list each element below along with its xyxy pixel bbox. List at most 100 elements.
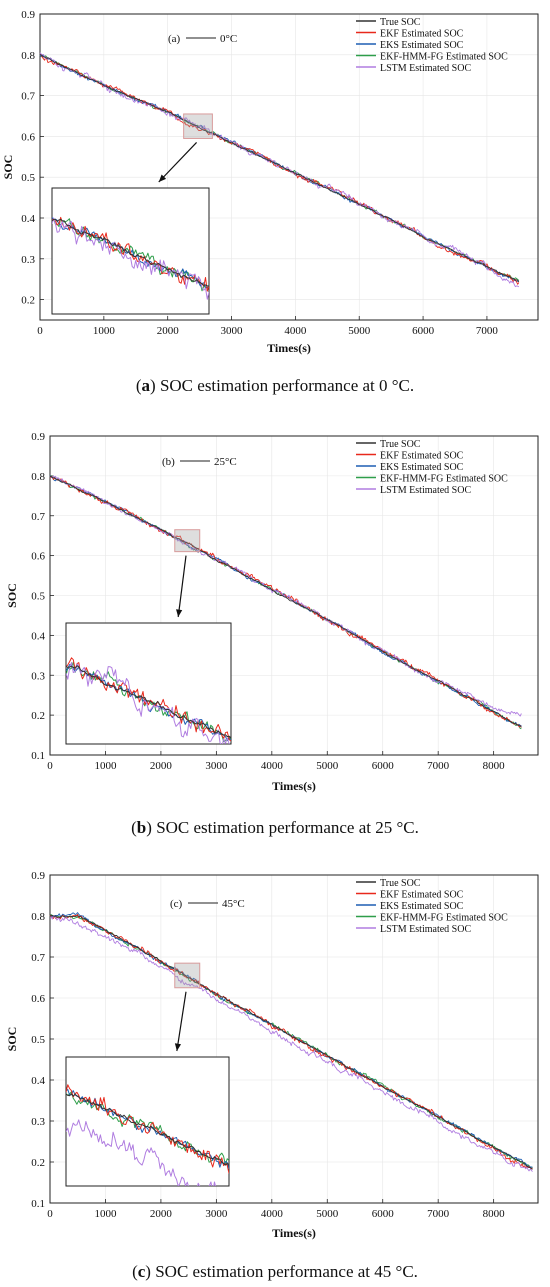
x-tick-label: 4000 <box>284 325 307 337</box>
plot-frame <box>39 13 539 321</box>
x-tick-label: 8000 <box>483 1208 506 1220</box>
legend-label: LSTM Estimated SOC <box>380 485 471 496</box>
zoom-window <box>183 113 213 139</box>
legend-label: LSTM Estimated SOC <box>380 924 471 935</box>
panel-label: (a) <box>168 33 181 45</box>
legend-label: EKS Estimated SOC <box>380 462 464 473</box>
x-tick-label: 1000 <box>93 325 116 337</box>
x-tick-label: 3000 <box>205 760 228 772</box>
panel-label: (c) <box>170 898 183 910</box>
y-tick-label: 0.6 <box>31 993 45 1005</box>
y-tick-label: 0.8 <box>21 50 35 62</box>
legend-label: EKF Estimated SOC <box>380 29 464 40</box>
caption-text: SOC estimation performance at 25 °C. <box>156 818 419 837</box>
y-tick-label: 0.1 <box>31 750 45 762</box>
inset-series-line-1 <box>66 1084 229 1174</box>
y-axis-label: SOC <box>5 583 19 608</box>
y-tick-label: 0.3 <box>21 254 35 266</box>
x-axis-label: Times(s) <box>272 1226 316 1240</box>
x-tick-label: 0 <box>47 760 53 772</box>
y-axis-label: SOC <box>5 1027 19 1052</box>
y-tick-label: 0.2 <box>31 1157 45 1169</box>
series-line-0 <box>39 54 520 283</box>
legend-label: True SOC <box>380 17 421 28</box>
x-axis-label: Times(s) <box>272 779 316 793</box>
x-tick-label: 2000 <box>150 760 173 772</box>
zoom-window <box>174 962 201 989</box>
series-group <box>39 52 520 288</box>
y-tick-label: 0.3 <box>31 1116 45 1128</box>
x-tick-label: 1000 <box>94 1208 117 1220</box>
panel-label: (b) <box>162 456 175 468</box>
x-tick-label: 4000 <box>261 1208 284 1220</box>
y-tick-label: 0.7 <box>21 91 35 103</box>
y-tick-label: 0.6 <box>21 131 35 143</box>
soc-chart-b: 0 1000 2000 3000 4000 5000 6000 7000 8000 0.1 0.2 0… <box>5 431 539 793</box>
x-tick-label: 7000 <box>427 760 450 772</box>
y-tick-label: 0.6 <box>31 551 45 563</box>
x-tick-label: 3000 <box>221 325 244 337</box>
caption-a: (a) SOC estimation performance at 0 °C. <box>135 376 415 395</box>
soc-chart-c: 0 1000 2000 3000 4000 5000 6000 7000 8000 0.1 0.2 0… <box>5 870 539 1240</box>
y-tick-label: 0.3 <box>31 670 45 682</box>
y-tick-label: 0.8 <box>31 471 45 483</box>
x-tick-label: 4000 <box>261 760 284 772</box>
x-tick-label: 5000 <box>348 325 371 337</box>
inset-series-group <box>66 1084 229 1186</box>
legend-label: True SOC <box>380 878 421 889</box>
x-tick-label: 2000 <box>157 325 180 337</box>
x-tick-label: 0 <box>47 1208 53 1220</box>
legend-label: EKF-HMM-FG Estimated SOC <box>380 474 508 485</box>
y-tick-label: 0.7 <box>31 511 45 523</box>
y-tick-label: 0.1 <box>31 1198 45 1210</box>
y-tick-label: 0.5 <box>31 1034 45 1046</box>
x-tick-label: 5000 <box>316 1208 339 1220</box>
zoom-arrow-head <box>174 1043 182 1051</box>
legend-label: LSTM Estimated SOC <box>380 63 471 74</box>
inset-series-line-0 <box>66 665 231 739</box>
legend-label: EKS Estimated SOC <box>380 40 464 51</box>
legend-label: EKF Estimated SOC <box>380 890 464 901</box>
legend-label: True SOC <box>380 439 421 450</box>
series-line-0 <box>49 476 522 728</box>
inset-series-line-4 <box>52 217 209 300</box>
x-tick-label: 6000 <box>372 1208 395 1220</box>
caption-c: (c) SOC estimation performance at 45 °C. <box>132 1262 418 1281</box>
x-tick-label: 6000 <box>372 760 395 772</box>
y-tick-label: 0.5 <box>31 591 45 603</box>
zoom-arrow <box>176 991 187 1052</box>
inset-series-line-0 <box>52 218 209 287</box>
y-tick-label: 0.8 <box>31 911 45 923</box>
chart-panel-b: 0 1000 2000 3000 4000 5000 6000 7000 8000 0.1 0.2 0… <box>0 418 550 802</box>
temperature-label: 25°C <box>214 456 237 468</box>
inset-series-line-0 <box>66 1093 229 1166</box>
y-tick-label: 0.4 <box>31 630 45 642</box>
x-tick-label: 5000 <box>316 760 339 772</box>
soc-chart-a: 0 1000 2000 3000 4000 5000 6000 7000 0.2 0.3 0.4 0.… <box>1 9 539 355</box>
series-line-0 <box>49 914 533 1170</box>
legend-label: EKF Estimated SOC <box>380 451 464 462</box>
inset-series-line-4 <box>66 1119 216 1186</box>
y-tick-label: 0.9 <box>21 9 35 21</box>
x-tick-label: 3000 <box>205 1208 228 1220</box>
x-tick-label: 0 <box>37 325 43 337</box>
series-line-4 <box>49 915 533 1172</box>
zoom-arrow-head <box>158 174 167 182</box>
y-tick-label: 0.9 <box>31 431 45 443</box>
temperature-label: 45°C <box>222 898 245 910</box>
inset-frame <box>65 1056 230 1187</box>
legend-label: EKS Estimated SOC <box>380 901 464 912</box>
y-tick-label: 0.7 <box>31 952 45 964</box>
caption-text: SOC estimation performance at 0 °C. <box>159 376 415 395</box>
caption-b: (b) SOC estimation performance at 25 °C. <box>131 818 419 837</box>
legend-label: EKF-HMM-FG Estimated SOC <box>380 913 508 924</box>
x-tick-label: 6000 <box>412 325 435 337</box>
series-group <box>49 475 522 730</box>
x-tick-label: 8000 <box>483 760 506 772</box>
series-group <box>49 912 533 1172</box>
y-axis-label: SOC <box>1 155 15 180</box>
inset-series-group <box>52 216 209 300</box>
legend-label: EKF-HMM-FG Estimated SOC <box>380 52 508 63</box>
caption-text: SOC estimation performance at 45 °C. <box>155 1262 418 1281</box>
chart-panel-a: 0 1000 2000 3000 4000 5000 6000 7000 0.2 0.3 0.4 0.… <box>0 0 550 372</box>
